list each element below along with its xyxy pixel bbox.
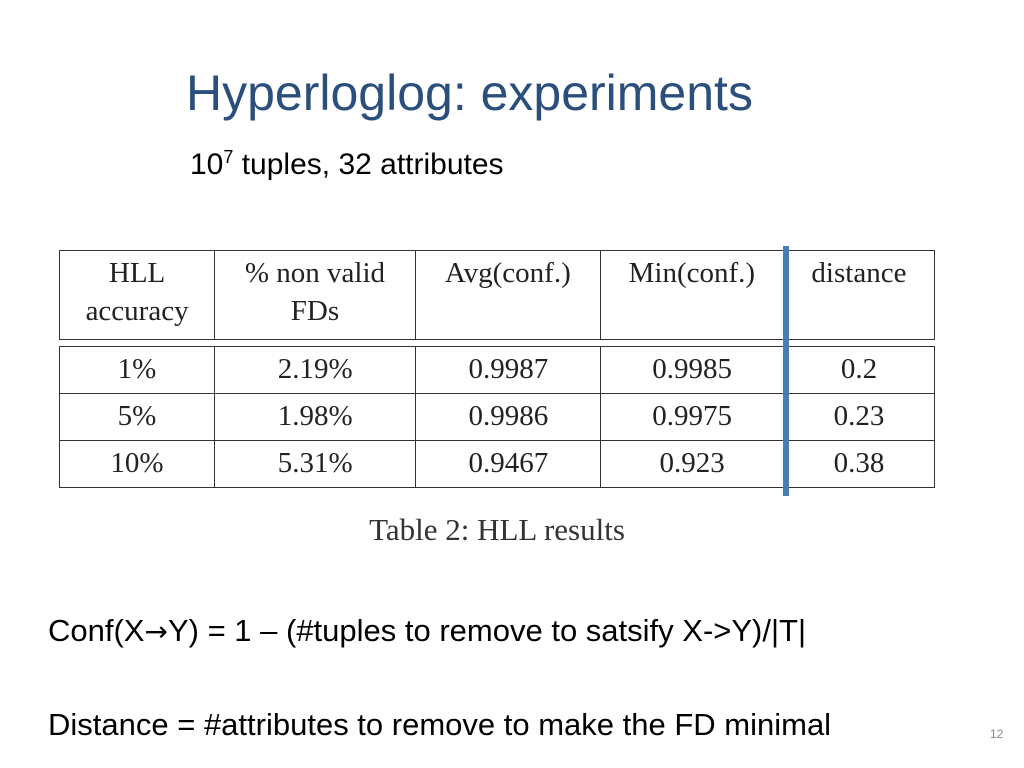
cell-avg-conf: 0.9986 [415, 393, 602, 441]
conf-definition: Conf(X→Y) = 1 – (#tuples to remove to sa… [48, 613, 807, 648]
cell-avg-conf: 0.9987 [415, 346, 602, 394]
table-row: 1% 2.19% 0.9987 0.9985 0.2 [59, 346, 935, 394]
page-number: 12 [990, 727, 1004, 741]
header-hll-accuracy: HLL accuracy [58, 250, 216, 340]
cell-accuracy: 5% [59, 393, 215, 441]
results-table-body: 1% 2.19% 0.9987 0.9985 0.2 5% 1.98% 0.99… [59, 346, 935, 488]
cell-accuracy: 10% [59, 440, 215, 488]
cell-avg-conf: 0.9467 [415, 440, 602, 488]
header-avg-conf: Avg(conf.) [414, 250, 601, 340]
cell-min-conf: 0.923 [600, 440, 785, 488]
cell-min-conf: 0.9985 [600, 346, 785, 394]
subtitle-base: 10 [190, 148, 224, 181]
cell-accuracy: 1% [59, 346, 215, 394]
slide-subtitle: 107 tuples, 32 attributes [190, 148, 504, 181]
right-arrow-icon: → [144, 615, 168, 648]
cell-non-valid: 2.19% [213, 346, 417, 394]
header-distance: distance [782, 250, 936, 340]
slide-title: Hyperloglog: experiments [186, 65, 753, 121]
highlight-separator-bar [783, 246, 789, 496]
cell-distance: 0.23 [783, 393, 935, 441]
subtitle-rest: tuples, 32 attributes [233, 148, 504, 181]
table-caption: Table 2: HLL results [369, 512, 625, 547]
cell-min-conf: 0.9975 [600, 393, 785, 441]
table-row: 5% 1.98% 0.9986 0.9975 0.23 [59, 393, 935, 441]
results-table-header: HLL accuracy % non valid FDs Avg(conf.) … [58, 250, 936, 340]
header-non-valid-fds: % non valid FDs [214, 250, 416, 340]
distance-definition: Distance = #attributes to remove to make… [48, 707, 832, 742]
cell-non-valid: 1.98% [213, 393, 417, 441]
header-min-conf: Min(conf.) [599, 250, 784, 340]
table-row: 10% 5.31% 0.9467 0.923 0.38 [59, 440, 935, 488]
cell-non-valid: 5.31% [213, 440, 417, 488]
cell-distance: 0.38 [783, 440, 935, 488]
header-row: HLL accuracy % non valid FDs Avg(conf.) … [58, 250, 936, 340]
subtitle-exponent: 7 [223, 147, 234, 167]
cell-distance: 0.2 [783, 346, 935, 394]
